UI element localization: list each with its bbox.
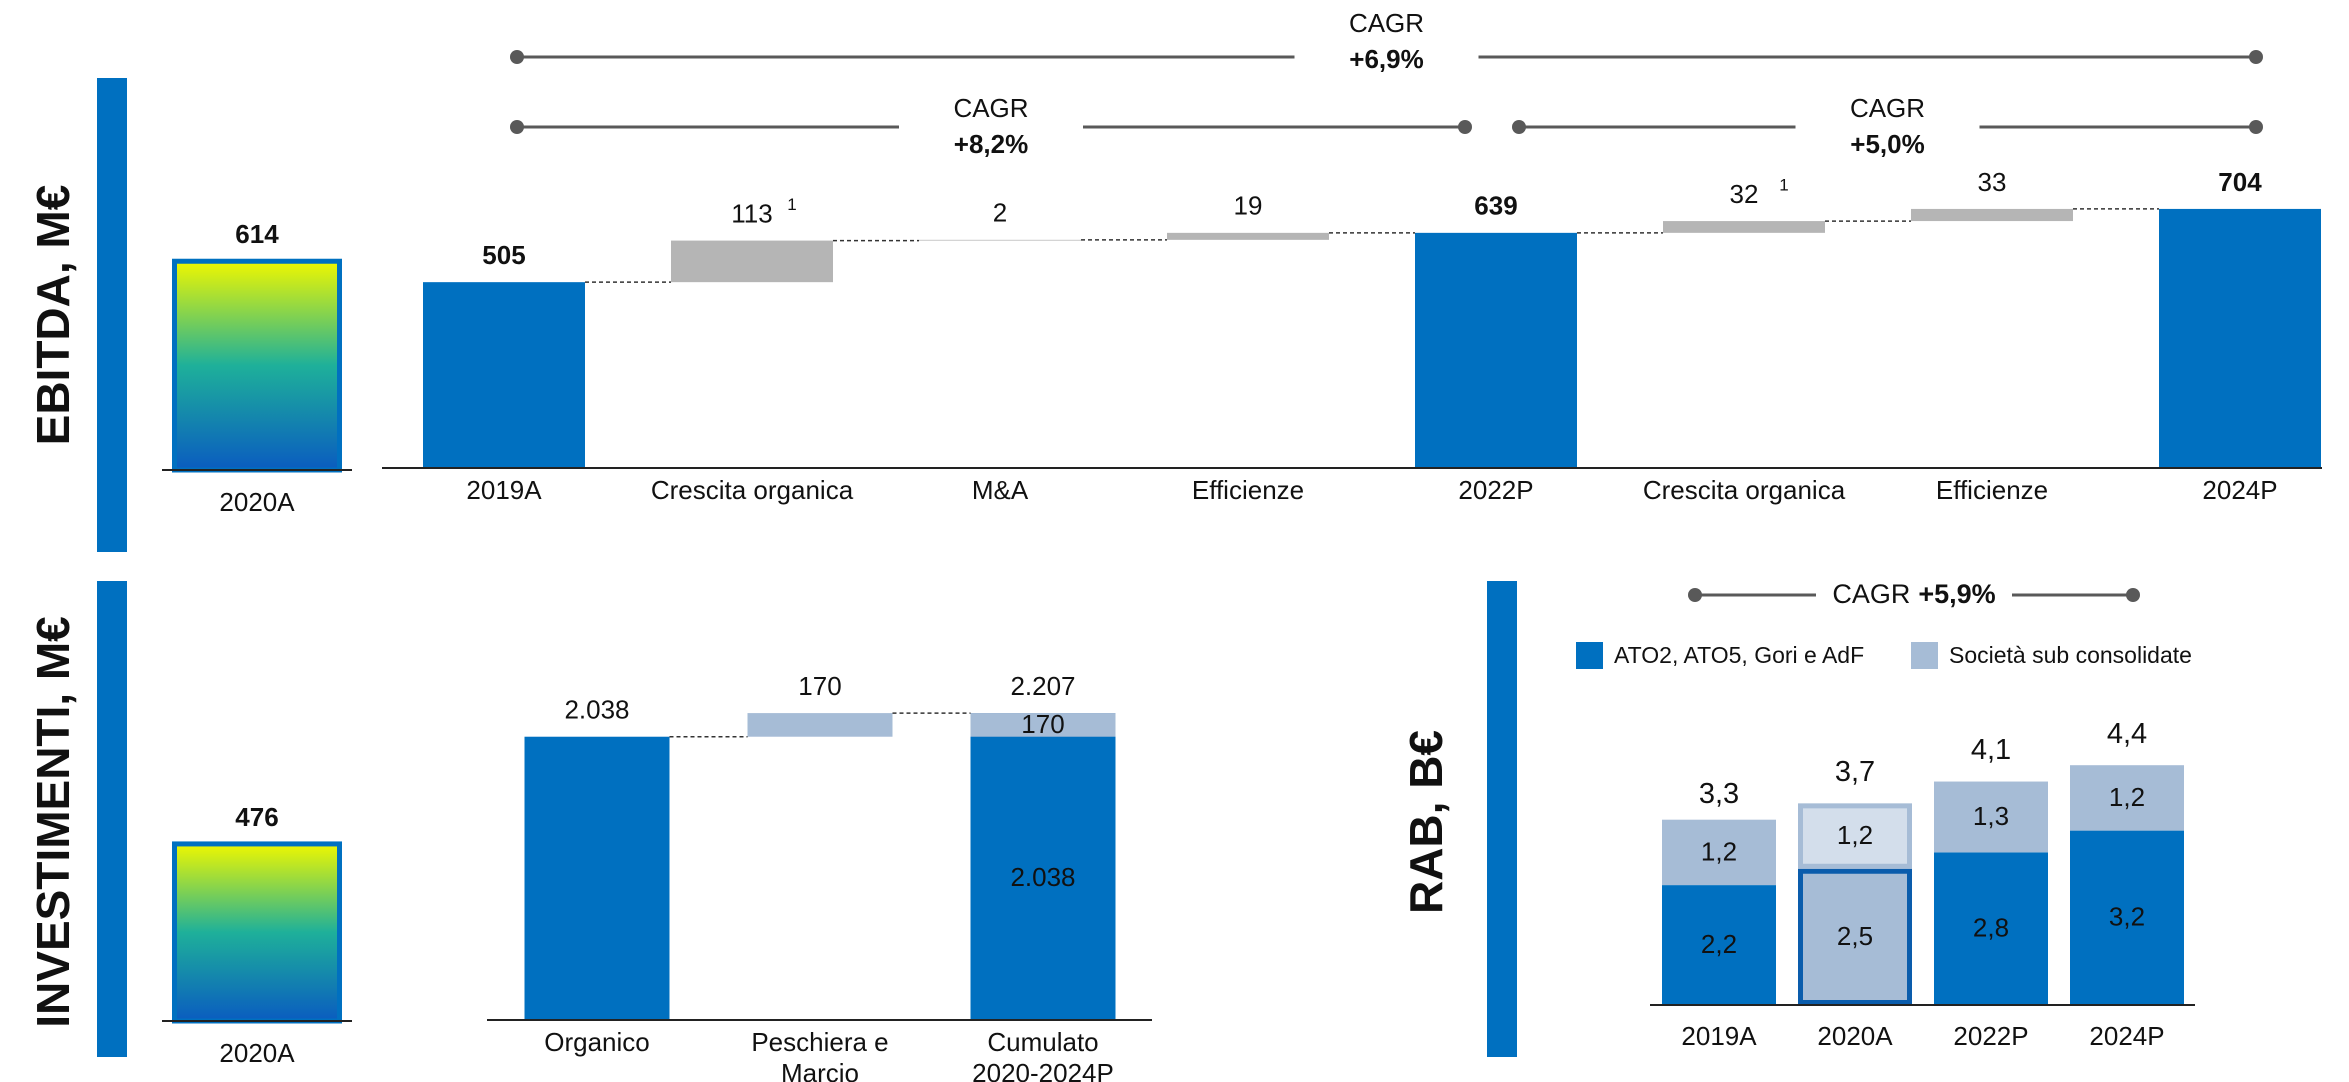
x-tick-label: Crescita organica [650,475,854,505]
bar [747,713,893,737]
segment-label: 1,2 [2109,782,2145,812]
total-label: 4,4 [2107,718,2147,750]
bar [919,239,1081,241]
cagr-value: +8,2% [954,129,1028,159]
cagr-label: CAGR [1832,579,1910,609]
x-tick-label: 2020A [1817,1021,1893,1051]
legend-swatch [1911,642,1938,669]
bar [1663,221,1825,233]
x-tick-label: 2022P [1953,1021,2028,1051]
bar-segment [970,713,1116,737]
x-tick-label: Peschiera e Marcio [751,1027,889,1082]
value-label: 476 [235,802,278,832]
bar-segment [1662,885,1776,1005]
x-tick-label: Efficienze [1935,475,2049,505]
value-label: 2.038 [564,695,629,725]
segment-label: 2,2 [1701,929,1737,959]
segment-label: 2,8 [1973,913,2009,943]
x-tick-label: 2024P [2089,1021,2164,1051]
value-label: 170 [798,671,841,701]
segment-label: 1,3 [1973,801,2009,831]
segment-label: 1,2 [1837,820,1873,850]
section-title: EBITDA, M€ [27,185,79,446]
bar [172,841,342,1024]
bar-segment [2070,765,2184,831]
section-bar [1487,581,1517,1057]
section-bar [97,581,127,1057]
bar-segment [2070,830,2184,1005]
footnote-mark: 1 [1779,176,1788,195]
section-title: RAB, B€ [1400,730,1452,914]
x-tick-label: Crescita organica [1642,475,1846,505]
segment-label: 1,2 [1701,836,1737,866]
value-label: 505 [482,240,525,270]
bar-segment [1662,819,1776,886]
segment-label: 2,5 [1837,921,1873,951]
x-tick-label: Cumulato 2020-2024P [972,1027,1114,1082]
bracket-dot [510,120,524,134]
legend-swatch [1576,642,1603,669]
bracket-dot [510,50,524,64]
cagr-value: +5,9% [1918,579,1995,609]
x-tick-label: 2022P [1458,475,1534,505]
footnote-mark: 1 [787,195,796,214]
total-label: 3,3 [1699,778,1739,810]
cagr-label: CAGR [1850,93,1925,123]
x-tick-label: 2020A [219,487,295,517]
bar-segment [970,736,1116,1020]
value-label: 33 [1978,167,2007,197]
bracket-dot [2249,120,2263,134]
legend-label: ATO2, ATO5, Gori e AdF [1614,642,1864,668]
bar-segment [1934,781,2048,853]
section-title: INVESTIMENTI, M€ [27,616,79,1027]
cagr-label: CAGR [1349,8,1424,38]
x-tick-label: 2019A [466,475,542,505]
cagr-value: +5,0% [1850,129,1924,159]
bracket-dot [1512,120,1526,134]
total-label: 4,1 [1971,734,2011,766]
bar [1167,232,1329,240]
value-label: 19 [1234,191,1263,221]
x-tick-label: M&A [971,475,1029,505]
value-label: 704 [2218,167,2262,197]
bar [423,282,585,468]
x-tick-label: Organico [544,1027,650,1057]
bar [172,258,342,473]
total-label: 3,7 [1835,756,1875,788]
x-tick-label: Efficienze [1191,475,1305,505]
section-bar [97,78,127,552]
bar [1415,232,1577,468]
bar-segment [1798,803,1912,869]
bracket-dot [2249,50,2263,64]
bracket-dot [2126,588,2140,602]
bracket-dot [1458,120,1472,134]
segment-label: 170 [1021,709,1064,739]
cagr-text: CAGR +5,9% [1832,579,1995,609]
value-label: 2.207 [1010,671,1075,701]
x-tick-label: 2019A [1681,1021,1757,1051]
value-label: 2 [993,198,1007,228]
value-label: 113 [731,198,772,228]
bar-segment [1798,868,1912,1005]
legend-label: Società sub consolidate [1949,642,2192,668]
bar [671,240,833,283]
x-tick-label: 2024P [2202,475,2278,505]
bar [2159,208,2321,469]
cagr-value: +6,9% [1349,44,1423,74]
bar [1911,208,2073,222]
bar [524,736,670,1020]
x-tick-label: 2020A [219,1038,295,1068]
bracket-dot [1688,588,1702,602]
value-label: 639 [1474,191,1517,221]
value-label: 614 [235,219,279,249]
value-label: 32 [1730,179,1759,209]
cagr-label: CAGR [953,93,1028,123]
segment-label: 2.038 [1010,862,1075,892]
segment-label: 3,2 [2109,902,2145,932]
bar-segment [1934,852,2048,1005]
